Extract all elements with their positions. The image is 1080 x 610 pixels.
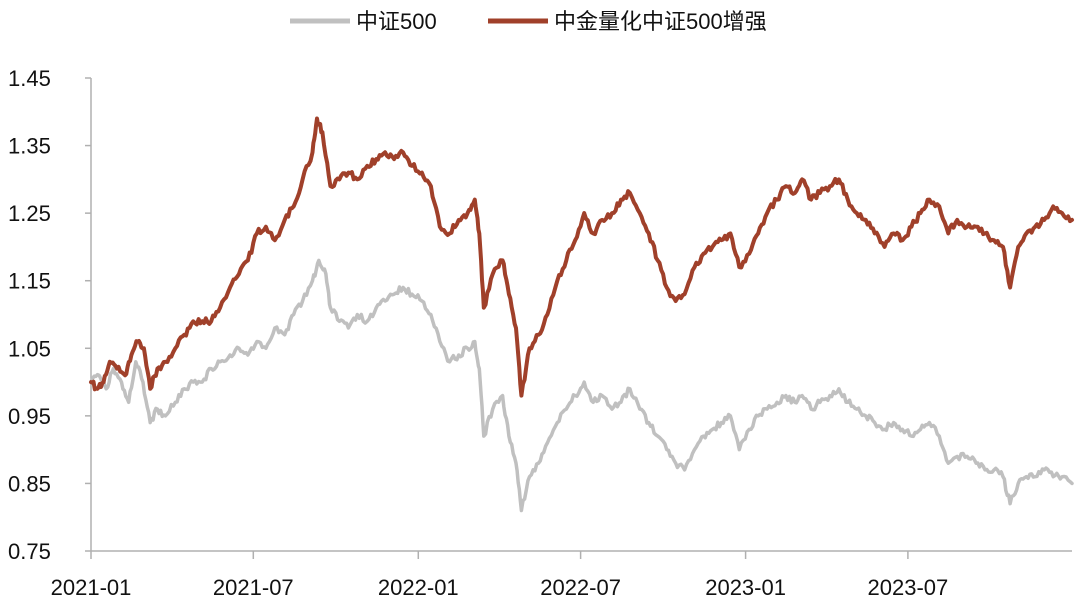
y-tick-label: 0.75 [8,539,51,564]
x-axis: 2021-01 2021-07 2022-01 2022-07 2023-01 2023-… [51,550,1072,600]
x-tick-label: 2021-07 [213,575,294,600]
series-line-2 [89,116,1074,398]
y-tick-label: 1.05 [8,336,51,361]
y-tick-label: 0.85 [8,471,51,496]
x-tick-label: 2022-07 [540,575,621,600]
legend: 中证500 中金量化中证500增强 [290,9,767,34]
y-tick-label: 1.15 [8,269,51,294]
x-tick-label: 2023-07 [868,575,949,600]
y-tick-label: 1.35 [8,134,51,159]
series-line-1 [89,258,1074,513]
legend-label-1: 中证500 [356,9,437,34]
series-layer [89,116,1074,513]
x-tick-label: 2023-01 [705,575,786,600]
y-tick-label: 0.95 [8,404,51,429]
x-tick-label: 2021-01 [51,575,132,600]
y-tick-label: 1.25 [8,201,51,226]
y-axis: 1.45 1.35 1.25 1.15 1.05 0.95 0.85 0.75 [8,66,92,564]
y-tick-label: 1.45 [8,66,51,91]
legend-label-2: 中金量化中证500增强 [554,9,767,34]
x-tick-label: 2022-01 [378,575,459,600]
